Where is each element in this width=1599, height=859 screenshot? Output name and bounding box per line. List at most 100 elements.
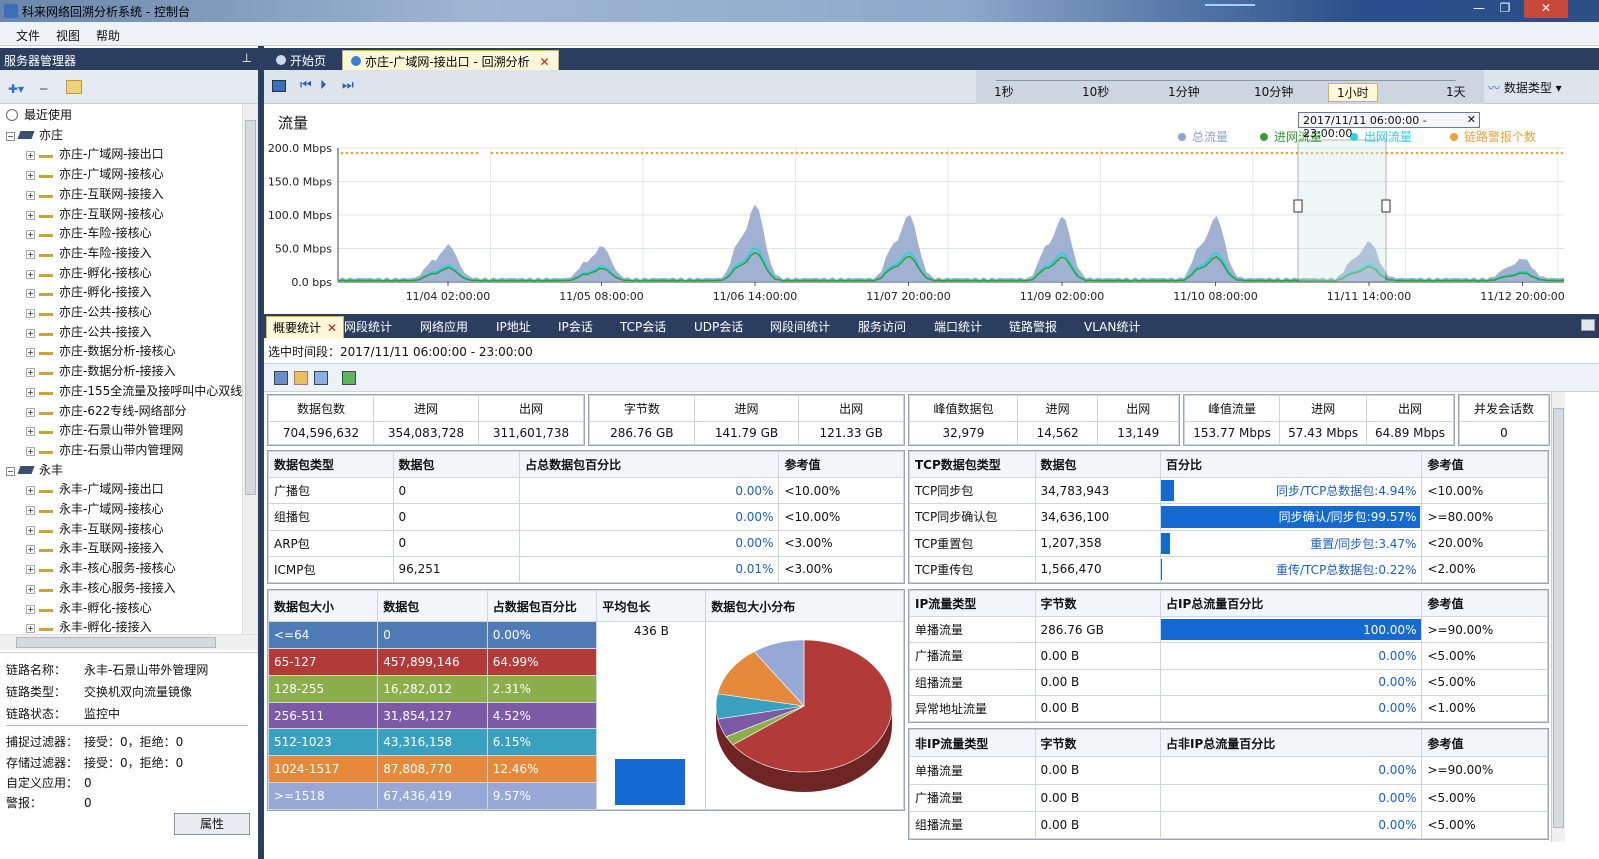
add-icon[interactable]: ✚▾ — [8, 82, 25, 96]
expand-icon[interactable]: + — [26, 249, 35, 259]
expand-icon[interactable]: + — [26, 230, 35, 240]
stats-tab[interactable]: UDP会话 — [694, 318, 743, 335]
expand-icon[interactable]: + — [26, 289, 35, 299]
stats-tab[interactable]: IP会话 — [558, 318, 593, 335]
tree-link-item[interactable]: + 亦庄-孵化-接核心 — [26, 264, 152, 284]
stats-tab[interactable]: 概要统计 ✕ — [266, 316, 345, 339]
properties-icon[interactable] — [66, 80, 82, 94]
tree-vertical-scrollbar[interactable] — [242, 104, 258, 634]
tree-group[interactable]: − 亦庄 — [6, 126, 63, 146]
tree-link-item[interactable]: + 亦庄-车险-接接入 — [26, 244, 152, 264]
stats-tab[interactable]: IP地址 — [496, 318, 531, 335]
tree-link-item[interactable]: + 永丰-互联网-接接入 — [26, 539, 164, 559]
expand-icon[interactable]: + — [26, 210, 35, 220]
calendar-icon[interactable] — [272, 80, 286, 92]
expand-icon[interactable]: + — [26, 624, 35, 634]
pin-icon[interactable]: ⊥ — [241, 51, 252, 65]
menu-help[interactable]: 帮助 — [96, 29, 121, 43]
tree-link-item[interactable]: + 永丰-广域网-接出口 — [26, 480, 164, 500]
expand-icon[interactable]: + — [26, 269, 35, 279]
traffic-chart-svg[interactable]: 200.0 Mbps 150.0 Mbps 100.0 Mbps 50.0 Mbps 0… — [264, 104, 1599, 310]
time-scale-option[interactable]: 1秒 — [994, 85, 1014, 99]
tree-link-item[interactable]: + 永丰-核心服务-接接入 — [26, 579, 176, 599]
expand-icon[interactable]: + — [26, 368, 35, 378]
time-scale-option[interactable]: 10秒 — [1082, 85, 1110, 99]
tree-link-item[interactable]: + 亦庄-互联网-接接入 — [26, 185, 164, 205]
tab-close-icon[interactable]: ✕ — [327, 321, 338, 335]
stats-tab[interactable]: 端口统计 — [934, 318, 982, 335]
tree-link-item[interactable]: + 亦庄-数据分析-接核心 — [26, 342, 176, 362]
tree-link-item[interactable]: + 永丰-广域网-接核心 — [26, 500, 164, 520]
tree-link-item[interactable]: + 亦庄-数据分析-接接入 — [26, 362, 176, 382]
data-type-button[interactable]: 〰 数据类型 ▾ — [1488, 81, 1562, 95]
expand-icon[interactable]: + — [26, 446, 35, 456]
tree-link-item[interactable]: + 亦庄-车险-接核心 — [26, 224, 152, 244]
tab-start-page[interactable]: 开始页 — [268, 50, 334, 70]
expand-icon[interactable]: + — [26, 427, 35, 437]
expand-icon[interactable]: + — [26, 604, 35, 614]
export-icon[interactable] — [274, 371, 288, 385]
first-icon[interactable]: ⏮ — [300, 78, 312, 93]
settings-icon[interactable] — [1581, 319, 1595, 331]
maximize-button[interactable]: ❐ — [1499, 1, 1511, 15]
tree-link-item[interactable]: + 亦庄-622专线-网络部分 — [26, 402, 187, 422]
tree-link-item[interactable]: + 亦庄-石景山带外管理网 — [26, 421, 183, 441]
tree-link-item[interactable]: + 永丰-孵化-接核心 — [26, 599, 152, 619]
panel-splitter[interactable] — [258, 46, 264, 859]
expand-icon[interactable]: + — [26, 348, 35, 358]
refresh-icon[interactable] — [342, 371, 356, 385]
tree-link-item[interactable]: + 亦庄-广域网-接核心 — [26, 165, 164, 185]
tab-backtrack-analysis[interactable]: 亦庄-广域网-接出口 - 回溯分析 ✕ — [342, 50, 559, 70]
tree-link-item[interactable]: + 亦庄-广域网-接出口 — [26, 145, 164, 165]
menu-view[interactable]: 视图 — [56, 29, 81, 43]
expand-icon[interactable]: + — [26, 506, 35, 515]
tab-close-icon[interactable]: ✕ — [539, 55, 550, 69]
expand-icon[interactable]: + — [26, 190, 35, 200]
tree-link-item[interactable]: + 亦庄-155全流量及接呼叫中心双线 — [26, 382, 242, 402]
tree-link-item[interactable]: + 亦庄-公共-接核心 — [26, 303, 152, 323]
tree-link-item[interactable]: + 亦庄-石景山带内管理网 — [26, 441, 183, 461]
tree-recent[interactable]: 最近使用 — [6, 106, 72, 126]
stats-tab[interactable]: VLAN统计 — [1084, 318, 1140, 335]
report-icon[interactable] — [314, 371, 328, 385]
stats-tab[interactable]: TCP会话 — [620, 318, 666, 335]
tree-link-item[interactable]: + 永丰-互联网-接核心 — [26, 520, 164, 540]
tree-link-item[interactable]: + 亦庄-公共-接接入 — [26, 323, 152, 343]
stats-tab[interactable]: 网络应用 — [420, 318, 468, 335]
expand-icon[interactable]: + — [26, 584, 35, 594]
tree-link-item[interactable]: + 永丰-孵化-接接入 — [26, 618, 152, 634]
selection-close-icon[interactable]: ✕ — [1466, 113, 1476, 126]
tree-link-item[interactable]: + 亦庄-孵化-接接入 — [26, 283, 152, 303]
expand-icon[interactable]: + — [26, 151, 35, 161]
minimize-button[interactable]: — — [1473, 1, 1485, 15]
tree-link-item[interactable]: + 永丰-核心服务-接核心 — [26, 559, 176, 579]
time-scale-option[interactable]: 1分钟 — [1168, 85, 1200, 99]
folder-icon[interactable] — [294, 371, 308, 385]
time-scale-option[interactable]: 1小时 — [1328, 83, 1378, 102]
menu-file[interactable]: 文件 — [16, 29, 41, 43]
expand-icon[interactable]: + — [26, 545, 35, 555]
stats-vertical-scrollbar[interactable] — [1551, 392, 1565, 842]
time-scale-option[interactable]: 1天 — [1446, 85, 1466, 99]
expand-icon[interactable]: + — [26, 387, 35, 397]
expand-icon[interactable]: + — [26, 565, 35, 575]
stats-tab[interactable]: 链路警报 — [1009, 318, 1057, 335]
expand-icon[interactable]: + — [26, 309, 35, 318]
close-button[interactable]: ✕ — [1524, 0, 1568, 18]
tree-group[interactable]: − 永丰 — [6, 461, 63, 481]
collapse-icon[interactable]: − — [6, 131, 15, 141]
time-scale-option[interactable]: 10分钟 — [1254, 85, 1294, 99]
next-icon[interactable]: ⏭ — [342, 78, 354, 93]
tree-horizontal-scrollbar[interactable] — [0, 634, 258, 650]
expand-icon[interactable]: + — [26, 486, 35, 496]
play-icon[interactable]: ⏵ — [320, 78, 327, 93]
remove-icon[interactable]: ━ — [40, 82, 48, 96]
expand-icon[interactable]: + — [26, 525, 35, 535]
stats-tab[interactable]: 网段间统计 — [770, 318, 830, 335]
expand-icon[interactable]: + — [26, 171, 35, 181]
expand-icon[interactable]: + — [26, 328, 35, 338]
properties-button[interactable]: 属性 — [174, 813, 250, 835]
stats-tab[interactable]: 网段统计 — [344, 318, 392, 335]
tree-link-item[interactable]: + 亦庄-互联网-接核心 — [26, 205, 164, 225]
collapse-icon[interactable]: − — [6, 466, 15, 476]
